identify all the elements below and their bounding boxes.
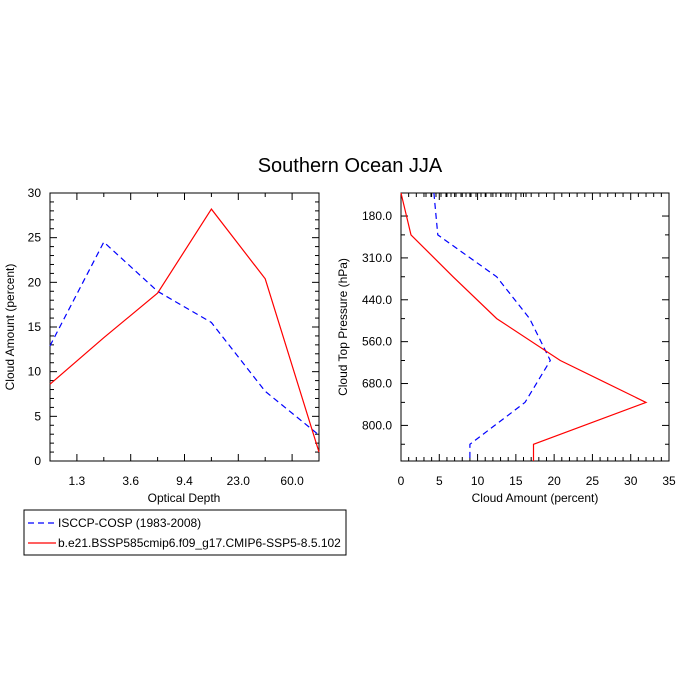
right-x-tick-label: 30 <box>624 474 638 488</box>
legend-box <box>23 509 347 556</box>
right-panel: 0 5 10 15 20 25 30 35 180.0 310.0 440.0 560.0 680.0 8… <box>336 192 676 505</box>
right-y-axis-label: Cloud Top Pressure (hPa) <box>336 258 350 396</box>
right-x-tick-label: 5 <box>436 474 443 488</box>
left-series-line <box>49 208 320 453</box>
right-x-tick-label: 10 <box>471 474 485 488</box>
left-y-tick-label: 20 <box>28 275 42 289</box>
chart-title: Southern Ocean JJA <box>258 155 443 177</box>
legend-label-isccp: ISCCP-COSP (1983-2008) <box>58 516 201 530</box>
right-y-tick-label: 310.0 <box>362 251 392 265</box>
right-x-axis-label: Cloud Amount (percent) <box>472 491 599 505</box>
right-x-tick-label: 0 <box>398 474 405 488</box>
left-ticks: 0 5 10 15 20 25 30 1.3 3.6 9.4 23.0 60.0 <box>28 186 320 488</box>
left-y-tick-label: 15 <box>28 320 42 334</box>
right-y-tick-label: 680.0 <box>362 377 392 391</box>
left-y-tick-label: 10 <box>28 365 42 379</box>
right-ticks: 0 5 10 15 20 25 30 35 180.0 310.0 440.0 560.0 680.0 8… <box>362 192 676 488</box>
legend-label-cesm: b.e21.BSSP585cmip6.f09_g17.CMIP6-SSP5-8.… <box>58 536 341 550</box>
left-panel: 0 5 10 15 20 25 30 1.3 3.6 9.4 23.0 60.0 Optical De… <box>3 186 320 505</box>
right-y-tick-label: 180.0 <box>362 209 392 223</box>
legend: ISCCP-COSP (1983-2008) b.e21.BSSP585cmip… <box>23 509 347 556</box>
left-plot-frame <box>49 192 320 462</box>
right-y-tick-label: 440.0 <box>362 293 392 307</box>
left-x-axis-label: Optical Depth <box>148 491 221 505</box>
left-x-tick-label: 60.0 <box>280 474 304 488</box>
right-series <box>400 192 648 461</box>
right-plot-frame <box>400 192 670 462</box>
left-y-tick-label: 30 <box>28 186 42 200</box>
right-y-tick-label: 800.0 <box>362 418 392 432</box>
right-x-tick-label: 20 <box>547 474 561 488</box>
right-x-tick-label: 25 <box>586 474 600 488</box>
left-y-tick-label: 25 <box>28 231 42 245</box>
right-x-tick-label: 35 <box>662 474 676 488</box>
left-series <box>49 208 320 453</box>
left-x-tick-label: 3.6 <box>122 474 139 488</box>
right-x-tick-label: 15 <box>509 474 523 488</box>
right-y-tick-label: 560.0 <box>362 335 392 349</box>
left-series-line <box>49 241 320 436</box>
left-x-tick-label: 1.3 <box>69 474 86 488</box>
right-series-line <box>400 192 648 461</box>
left-y-tick-label: 5 <box>34 409 41 423</box>
left-x-tick-label: 9.4 <box>176 474 193 488</box>
left-x-tick-label: 23.0 <box>227 474 251 488</box>
left-y-tick-label: 0 <box>34 454 41 468</box>
left-y-axis-label: Cloud Amount (percent) <box>3 264 17 391</box>
right-series-line <box>433 192 551 461</box>
